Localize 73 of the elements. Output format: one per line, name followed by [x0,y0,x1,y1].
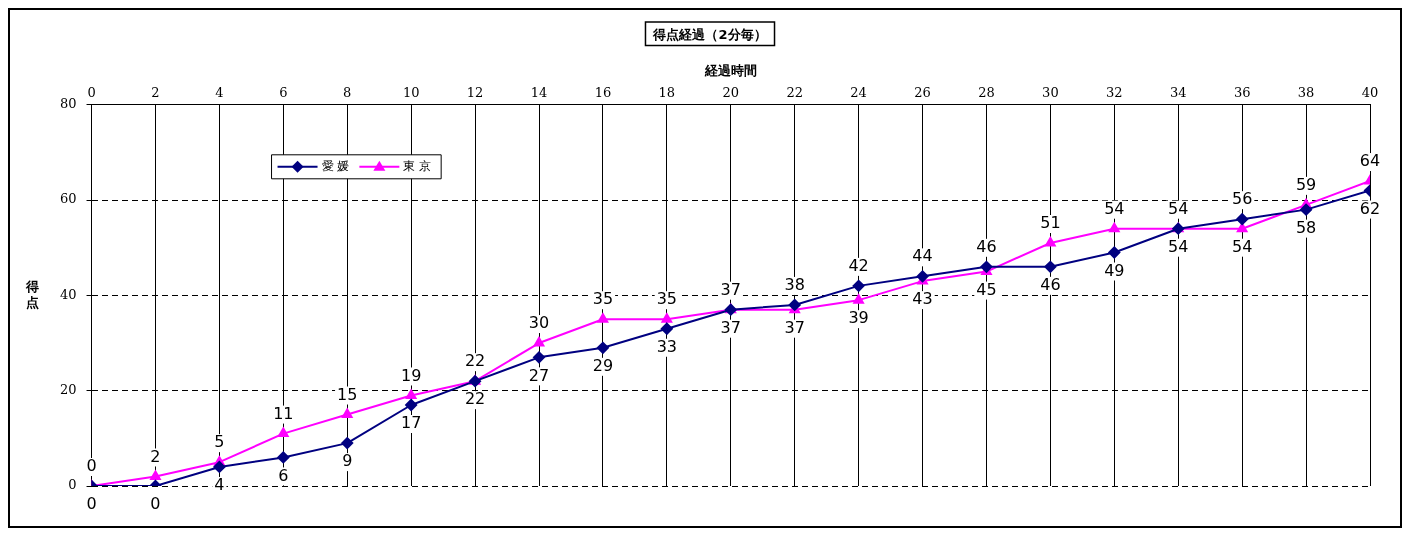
data-label: 0 [150,494,161,514]
legend-label: 愛 媛 [321,158,350,173]
data-label: 46 [976,236,997,256]
x-tick-label: 6 [279,85,288,101]
y-tick-label: 0 [68,477,77,493]
data-label: 4 [214,475,225,495]
y-tick-label: 40 [60,286,77,302]
data-label: 45 [976,279,997,299]
data-label: 22 [464,351,486,371]
data-label: 0 [86,494,97,514]
x-tick-label: 32 [1106,85,1123,101]
data-label: 56 [1231,189,1253,209]
x-tick-label: 28 [978,85,995,101]
data-label: 51 [1040,213,1061,233]
x-tick-label: 20 [722,85,740,101]
x-tick-label: 14 [530,85,548,101]
data-label: 62 [1359,198,1381,218]
data-label: 0 [86,456,97,476]
x-tick-label: 24 [850,85,867,101]
x-tick-label: 38 [1297,85,1315,101]
data-label: 44 [912,246,933,266]
data-label: 5 [214,432,225,452]
x-tick-label: 40 [1361,85,1379,101]
x-tick-label: 8 [343,85,352,101]
data-label: 43 [912,289,933,309]
x-tick-label: 4 [215,85,224,101]
y-tick-label: 60 [60,191,77,207]
data-label: 54 [1168,236,1189,256]
data-label: 35 [656,289,678,309]
x-tick-label: 10 [402,85,420,101]
data-label: 42 [848,256,869,276]
data-label: 39 [848,308,869,328]
data-label: 30 [528,313,550,333]
data-label: 11 [273,403,294,423]
x-tick-label: 26 [914,85,931,101]
data-label: 37 [720,279,741,299]
data-label: 46 [1040,274,1061,294]
x-axis-title: 経過時間 [703,62,757,78]
x-tick-label: 16 [594,85,612,101]
data-label: 17 [400,413,422,433]
data-label: 37 [784,317,805,337]
data-label: 49 [1104,260,1125,280]
data-label: 58 [1295,217,1317,237]
y-tick-label: 20 [60,382,77,398]
y-axis-title: 得点 [24,278,39,310]
x-tick-label: 34 [1169,85,1187,101]
data-label: 54 [1231,236,1253,256]
x-tick-label: 0 [87,85,96,101]
data-label: 64 [1359,151,1381,171]
data-label: 15 [337,384,358,404]
y-tick-label: 80 [60,96,77,112]
x-tick-label: 36 [1233,85,1251,101]
data-label: 35 [592,289,614,309]
data-label: 37 [720,317,741,337]
data-label: 29 [592,355,614,375]
data-label: 2 [150,446,161,466]
x-tick-label: 2 [151,85,160,101]
x-tick-label: 18 [658,85,676,101]
x-tick-label: 12 [466,85,484,101]
data-label: 19 [400,365,422,385]
data-label: 54 [1104,198,1125,218]
x-tick-label: 30 [1042,85,1059,101]
data-label: 9 [342,451,353,471]
data-label: 54 [1168,198,1189,218]
chart-title: 得点経過（2分毎） [652,27,767,43]
legend-label: 東 京 [403,158,432,173]
data-label: 38 [784,275,805,295]
x-tick-label: 22 [786,85,803,101]
data-label: 59 [1295,175,1317,195]
data-label: 27 [528,365,550,385]
data-label: 6 [278,465,289,485]
data-label: 22 [464,389,486,409]
data-label: 33 [656,336,678,356]
